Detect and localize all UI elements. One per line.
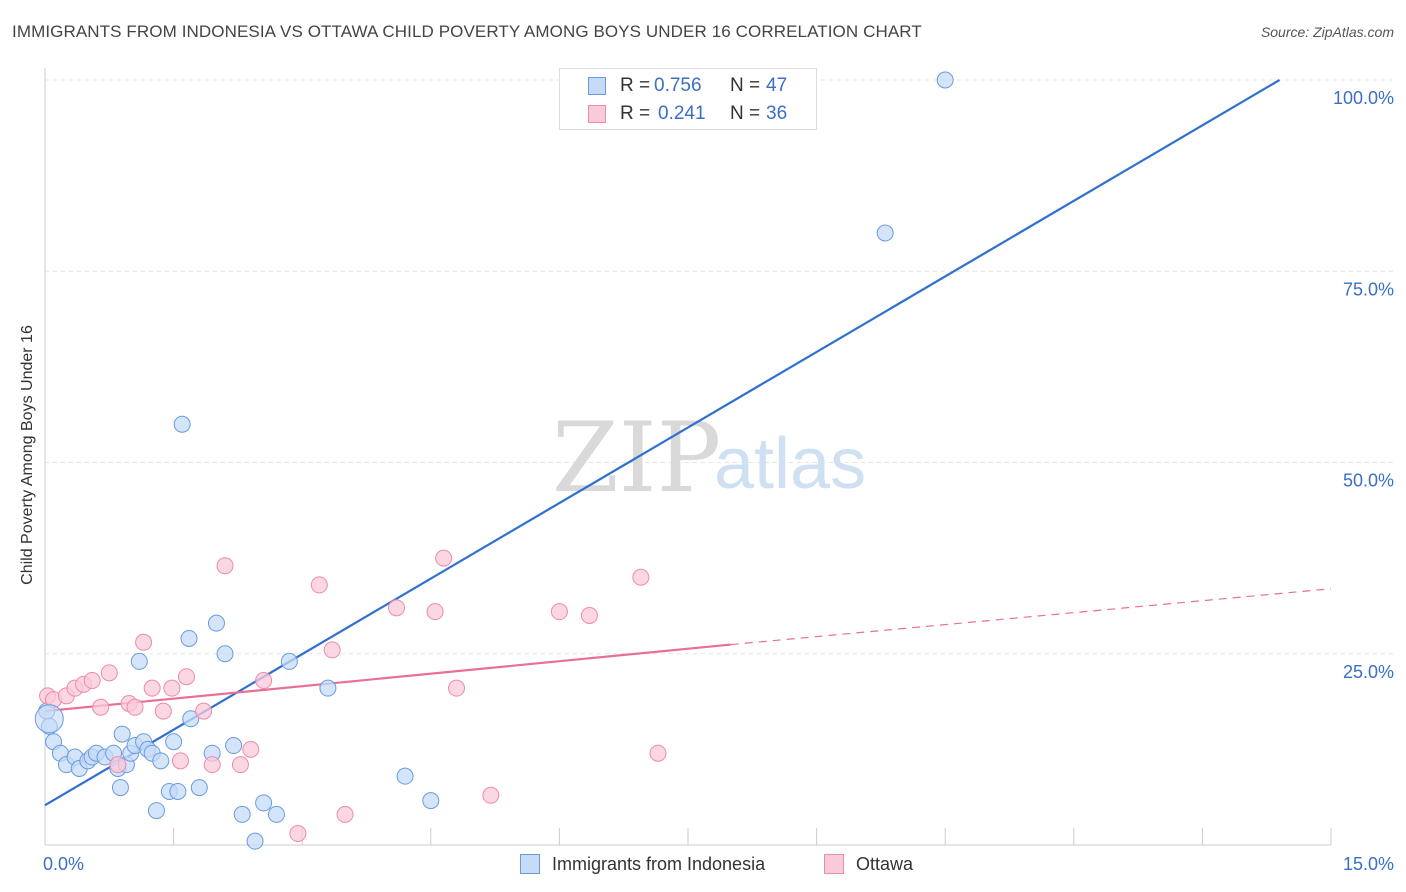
point-indonesia[interactable] [319,679,337,697]
point-ottawa[interactable] [83,672,101,690]
point-indonesia[interactable] [130,652,148,670]
watermark-atlas: atlas [714,424,866,504]
point-indonesia[interactable] [169,782,187,800]
legend-r-value: 0.241 [658,103,706,124]
y-tick-label: 100.0% [1333,88,1394,108]
point-indonesia[interactable] [113,725,131,743]
legend-label-ottawa: Ottawa [856,853,914,874]
trend-line-ottawa [44,643,731,713]
point-indonesia[interactable] [147,802,165,820]
legend-n-label: N = [730,103,761,124]
point-indonesia[interactable] [216,645,234,663]
legend-r-label: R = [620,75,651,96]
point-ottawa[interactable] [448,679,466,697]
point-ottawa[interactable] [242,740,260,758]
point-indonesia[interactable] [876,224,894,242]
point-ottawa[interactable] [203,756,221,774]
point-indonesia[interactable] [34,704,64,734]
point-ottawa[interactable] [154,702,172,720]
point-ottawa[interactable] [135,633,153,651]
legend-swatch-ottawa [824,854,844,874]
point-ottawa[interactable] [482,786,500,804]
series-legend: Immigrants from Indonesia Ottawa [0,852,1406,876]
point-indonesia[interactable] [190,779,208,797]
point-indonesia[interactable] [180,629,198,647]
point-indonesia[interactable] [173,415,191,433]
point-ottawa[interactable] [435,549,453,567]
point-indonesia[interactable] [936,71,954,89]
point-ottawa[interactable] [580,607,598,624]
legend-item-indonesia: Immigrants from Indonesia [520,852,765,876]
tick-labels: 25.0% 50.0% 75.0% 100.0% 0.0% 15.0% [43,88,1394,874]
point-ottawa[interactable] [550,603,568,621]
legend-r-value: 0.756 [654,75,702,96]
data-points [34,71,954,850]
x-tick-label: 15.0% [1343,854,1394,874]
point-ottawa[interactable] [216,557,234,575]
point-ottawa[interactable] [126,698,144,716]
gridlines [45,79,1395,655]
point-indonesia[interactable] [396,767,414,785]
point-ottawa[interactable] [426,603,444,621]
point-indonesia[interactable] [280,652,298,670]
point-ottawa[interactable] [649,744,667,762]
legend-r-label: R = [620,103,651,124]
point-ottawa[interactable] [109,756,127,774]
point-indonesia[interactable] [422,792,440,810]
point-ottawa[interactable] [231,756,249,774]
legend-swatch-indonesia [520,854,540,874]
point-indonesia[interactable] [246,832,264,850]
point-indonesia[interactable] [267,805,285,823]
point-ottawa[interactable] [143,679,161,697]
y-tick-label: 25.0% [1343,662,1394,682]
point-ottawa[interactable] [336,805,354,823]
point-ottawa[interactable] [632,568,650,586]
point-indonesia[interactable] [182,710,200,728]
point-ottawa[interactable] [171,752,189,770]
legend-n-value: 47 [766,75,788,96]
point-indonesia[interactable] [111,779,129,797]
point-ottawa[interactable] [177,668,195,686]
point-ottawa[interactable] [323,641,341,659]
y-tick-label: 50.0% [1343,471,1394,491]
point-ottawa[interactable] [255,672,273,690]
correlation-legend: R = 0.756 N = 47 R = 0.241 N = 36 [559,68,817,130]
legend-swatch-indonesia [588,77,606,95]
trend-line-indonesia [44,79,1281,807]
y-tick-label: 75.0% [1343,279,1394,299]
point-indonesia[interactable] [152,752,170,770]
point-indonesia[interactable] [233,805,251,823]
point-indonesia[interactable] [165,733,183,751]
point-indonesia[interactable] [207,614,225,632]
point-ottawa[interactable] [163,679,181,697]
point-ottawa[interactable] [310,576,328,594]
point-indonesia[interactable] [255,794,273,812]
point-ottawa[interactable] [289,825,307,843]
x-tick-label: 0.0% [43,854,84,874]
watermark: ZIP atlas [552,402,866,514]
legend-label-indonesia: Immigrants from Indonesia [552,853,766,874]
point-ottawa[interactable] [100,664,118,682]
legend-swatch-ottawa [588,105,606,123]
point-ottawa[interactable] [388,599,406,617]
point-indonesia[interactable] [225,737,243,755]
legend-n-label: N = [730,75,761,96]
legend-item-ottawa: Ottawa [824,852,913,876]
chart-title: IMMIGRANTS FROM INDONESIA VS OTTAWA CHIL… [12,22,922,41]
trend-line-ottawa-extension [730,588,1332,646]
point-ottawa[interactable] [92,698,110,716]
point-ottawa[interactable] [195,702,213,720]
legend-n-value: 36 [766,103,788,124]
trend-lines [44,79,1332,807]
source-label: Source: ZipAtlas.com [1260,24,1394,40]
